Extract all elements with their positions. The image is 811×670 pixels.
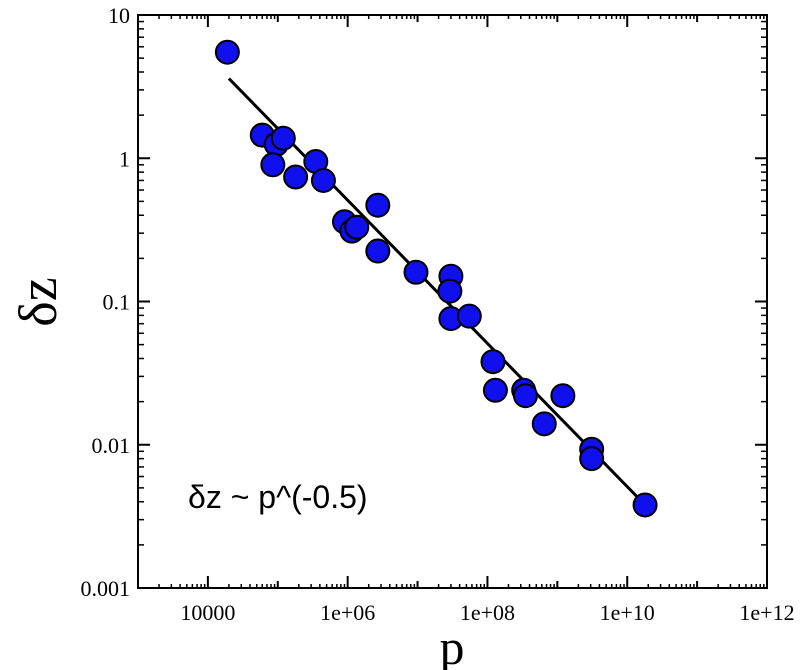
data-point [550, 383, 576, 409]
data-point [214, 39, 240, 65]
data-point [480, 349, 506, 375]
data-point [260, 152, 286, 178]
data-point [403, 259, 429, 285]
data-point [365, 238, 391, 264]
annotation: δz ~ p^(-0.5) [188, 479, 368, 515]
data-point [283, 164, 309, 190]
y-tick-label: 1 [119, 146, 130, 171]
x-tick-label: 1e+12 [739, 600, 794, 625]
tick-labels: 10000 1e+06 1e+08 1e+10 1e+12 0.001 0.01 0.1 1 10 [81, 3, 795, 625]
data-point [632, 492, 658, 518]
data-point [579, 446, 605, 472]
data-point [310, 167, 336, 193]
data-points [214, 39, 658, 518]
data-point [456, 303, 482, 329]
fit-line [227, 77, 647, 506]
x-tick-label: 1e+10 [600, 600, 655, 625]
data-point [512, 383, 538, 409]
x-tick-label: 1e+08 [460, 600, 515, 625]
x-tick-label: 10000 [180, 600, 235, 625]
y-tick-label: 0.1 [103, 290, 131, 315]
x-tick-label: 1e+06 [320, 600, 375, 625]
axis-ticks [137, 14, 768, 589]
data-point [482, 377, 508, 403]
y-tick-label: 10 [108, 3, 130, 28]
data-point [344, 214, 370, 240]
data-point [365, 192, 391, 218]
y-axis-title: δz [8, 277, 68, 326]
y-tick-label: 0.01 [92, 433, 131, 458]
data-point [531, 411, 557, 437]
y-tick-label: 0.001 [81, 576, 131, 601]
x-axis-title: p [440, 619, 465, 670]
data-point [437, 278, 463, 304]
data-point [270, 125, 296, 151]
